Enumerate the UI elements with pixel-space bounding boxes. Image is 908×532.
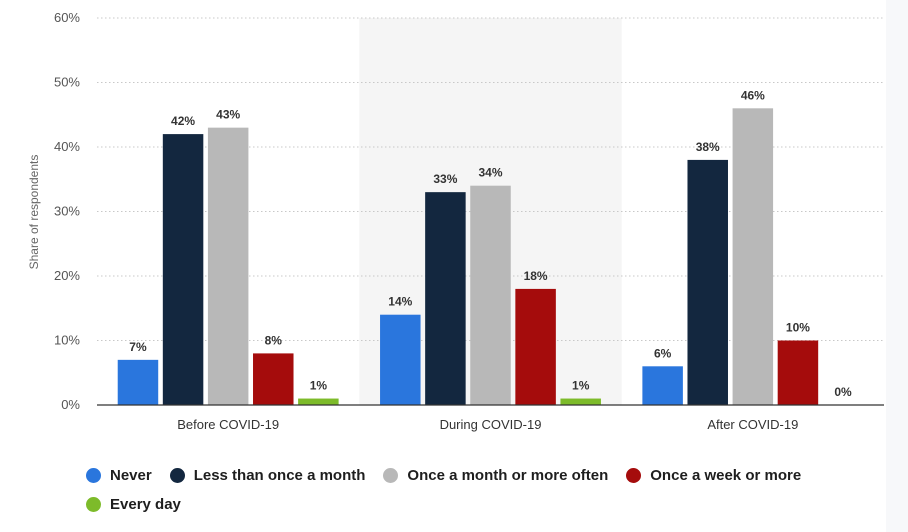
y-tick-label: 50% [54, 75, 80, 90]
x-tick-label: Before COVID-19 [177, 417, 279, 432]
legend: Never Less than once a month Once a month … [86, 464, 886, 522]
legend-label: Once a week or more [650, 466, 802, 484]
bar[interactable] [470, 185, 511, 405]
legend-item[interactable]: Less than once a month [169, 466, 366, 484]
y-tick-label: 30% [54, 204, 80, 219]
legend-item[interactable]: Never [86, 467, 152, 484]
bar[interactable] [425, 192, 466, 405]
legend-row: Never Less than once a month Once a month … [86, 464, 886, 486]
bar[interactable] [687, 159, 728, 405]
bar[interactable] [732, 108, 774, 406]
y-tick-label: 40% [54, 139, 80, 154]
data-label: 34% [478, 166, 502, 180]
data-label: 10% [786, 321, 810, 335]
data-label: 14% [388, 295, 412, 309]
bar[interactable] [162, 134, 204, 405]
bar-chart: 7%42% 43%8%1%14%33% 34%18%1%6%38%46%10%0% … [27, 10, 884, 432]
data-label: 18% [524, 269, 548, 283]
x-tick-label: During COVID-19 [440, 417, 542, 432]
data-label: 46% [741, 88, 765, 102]
data-label: 1% [310, 379, 328, 393]
y-tick-label: 10% [54, 333, 80, 348]
bar[interactable] [515, 288, 556, 405]
data-label: 1% [572, 379, 590, 393]
data-label: 42% [171, 114, 195, 128]
y-axis-title: Share of respondents [27, 155, 41, 270]
x-tick-label: After COVID-19 [707, 417, 798, 432]
y-tick-label: 20% [54, 268, 80, 283]
legend-row: Every day [86, 493, 886, 515]
legend-marker [86, 467, 101, 483]
bar[interactable] [642, 366, 683, 405]
y-tick-label: 0% [61, 397, 80, 412]
legend-label: Never [110, 466, 152, 484]
bar[interactable] [298, 398, 339, 405]
data-label: 6% [654, 346, 672, 360]
data-label: 38% [696, 140, 720, 154]
legend-item[interactable]: Every day [86, 496, 181, 513]
bar[interactable] [207, 127, 249, 406]
legend-item[interactable]: Once a month or more often [383, 467, 608, 484]
scroll-strip [886, 0, 908, 532]
bar[interactable] [777, 340, 819, 406]
bar[interactable] [253, 353, 294, 405]
legend-marker [169, 467, 185, 483]
legend-label: Every day [110, 495, 181, 513]
data-label: 43% [216, 108, 240, 122]
data-label: 33% [433, 172, 457, 186]
bar[interactable] [117, 359, 159, 405]
legend-label: Once a month or more often [407, 466, 609, 484]
data-label: 8% [265, 333, 283, 347]
legend-item[interactable]: Once a week or more [626, 467, 801, 484]
bar[interactable] [560, 398, 601, 405]
y-tick-label: 60% [54, 10, 80, 25]
data-label: 7% [129, 340, 147, 354]
bar[interactable] [380, 314, 421, 405]
legend-marker [383, 467, 399, 483]
legend-marker [86, 496, 101, 512]
legend-label: Less than once a month [193, 466, 366, 484]
legend-marker [626, 467, 642, 483]
data-label: 0% [834, 385, 852, 399]
